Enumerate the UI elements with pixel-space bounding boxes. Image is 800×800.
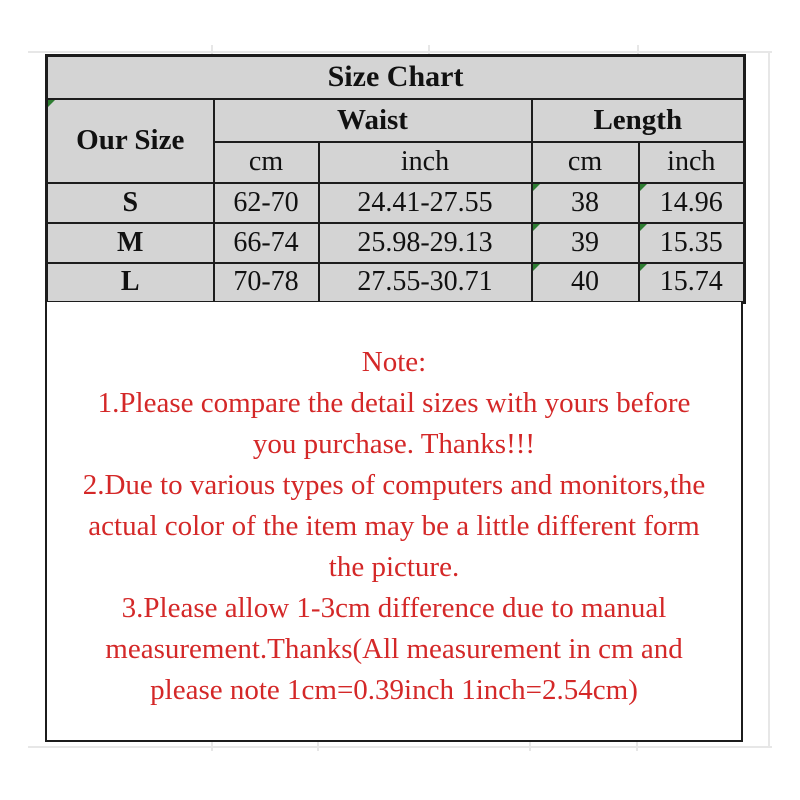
- length-cm-cell: 39: [530, 221, 640, 264]
- note-box: Note: 1.Please compare the detail sizes …: [45, 302, 743, 742]
- waist-cm-cell: 70-78: [212, 261, 320, 304]
- table-row-l: L 70-78 27.55-30.71 40 15.74: [45, 261, 746, 304]
- length-cm-header: cm: [530, 140, 640, 184]
- waist-cm-cell: 66-74: [212, 221, 320, 264]
- length-cm-cell: 40: [530, 261, 640, 304]
- waist-cm-cell: 62-70: [212, 181, 320, 224]
- note-line: please note 1cm=0.39inch 1inch=2.54cm): [150, 674, 638, 706]
- length-header: Length: [530, 97, 746, 143]
- gridline: [28, 51, 772, 53]
- gridline: [768, 52, 770, 747]
- table-row-m: M 66-74 25.98-29.13 39 15.35: [45, 221, 746, 264]
- length-inch-header: inch: [637, 140, 746, 184]
- length-inch-cell: 15.35: [637, 221, 746, 264]
- our-size-header: Our Size: [45, 97, 215, 184]
- gridline: [317, 742, 319, 751]
- note-line: actual color of the item may be a little…: [88, 510, 700, 542]
- waist-inch-cell: 25.98-29.13: [317, 221, 533, 264]
- note-line: the picture.: [328, 551, 460, 583]
- note-line: you purchase. Thanks!!!: [252, 428, 536, 460]
- table-title: Size Chart: [45, 54, 746, 100]
- size-cell: L: [45, 261, 215, 304]
- gridline: [636, 742, 638, 751]
- waist-inch-cell: 27.55-30.71: [317, 261, 533, 304]
- size-cell: S: [45, 181, 215, 224]
- waist-inch-header: inch: [317, 140, 533, 184]
- waist-cm-header: cm: [212, 140, 320, 184]
- gridline: [28, 746, 772, 748]
- note-heading: Note:: [361, 346, 427, 378]
- table-row-s: S 62-70 24.41-27.55 38 14.96: [45, 181, 746, 224]
- size-cell: M: [45, 221, 215, 264]
- gridline: [211, 742, 213, 751]
- waist-header: Waist: [212, 97, 533, 143]
- gridline: [529, 742, 531, 751]
- gridline: [211, 45, 213, 54]
- length-inch-cell: 14.96: [637, 181, 746, 224]
- note-line: 1.Please compare the detail sizes with y…: [97, 387, 691, 419]
- length-inch-cell: 15.74: [637, 261, 746, 304]
- size-chart-table: Size Chart Our Size Waist Length cm inch…: [45, 54, 747, 304]
- note-line: measurement.Thanks(All measurement in cm…: [105, 633, 683, 665]
- note-line: 2.Due to various types of computers and …: [82, 469, 706, 501]
- length-cm-cell: 38: [530, 181, 640, 224]
- gridline: [428, 45, 430, 54]
- note-line: 3.Please allow 1-3cm difference due to m…: [121, 592, 667, 624]
- gridline: [637, 45, 639, 54]
- waist-inch-cell: 24.41-27.55: [317, 181, 533, 224]
